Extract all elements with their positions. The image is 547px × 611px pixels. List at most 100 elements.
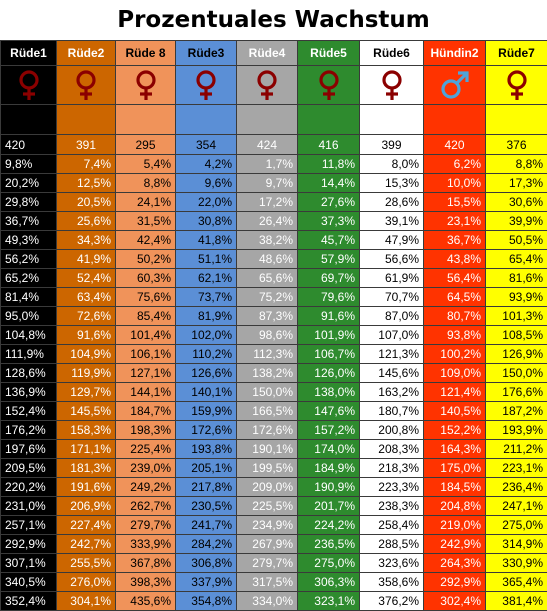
color-band-cell [116,105,176,135]
growth-cell: 258,4% [360,516,424,535]
growth-cell: 69,7% [298,269,360,288]
growth-cell: 191,6% [57,478,116,497]
growth-cell: 79,6% [298,288,360,307]
start-value-cell: 420 [1,135,57,155]
growth-cell: 435,6% [116,592,176,611]
growth-cell: 8,0% [360,155,424,174]
growth-cell: 111,9% [1,345,57,364]
table-row: 352,4%304,1%435,6%354,8%334,0%323,1%376,… [1,592,547,611]
growth-cell: 50,2% [116,250,176,269]
growth-cell: 157,2% [298,421,360,440]
growth-cell: 230,5% [176,497,237,516]
growth-cell: 14,4% [298,174,360,193]
growth-cell: 175,0% [424,459,486,478]
growth-cell: 64,5% [424,288,486,307]
growth-cell: 101,3% [486,307,547,326]
growth-cell: 306,3% [298,573,360,592]
growth-cell: 101,4% [116,326,176,345]
growth-cell: 63,4% [57,288,116,307]
growth-cell: 17,3% [486,174,547,193]
growth-cell: 144,1% [116,383,176,402]
start-value-cell: 354 [176,135,237,155]
column-header: Rüde2 [57,41,116,66]
growth-cell: 340,5% [1,573,57,592]
growth-cell: 218,3% [360,459,424,478]
growth-cell: 39,1% [360,212,424,231]
growth-cell: 225,4% [116,440,176,459]
growth-cell: 234,9% [237,516,298,535]
growth-cell: 93,9% [486,288,547,307]
start-value-cell: 391 [57,135,116,155]
growth-cell: 354,8% [176,592,237,611]
table-row: 49,3%34,3%42,4%41,8%38,2%45,7%47,9%36,7%… [1,231,547,250]
growth-cell: 264,3% [424,554,486,573]
growth-cell: 275,0% [298,554,360,573]
growth-cell: 91,6% [298,307,360,326]
growth-cell: 306,8% [176,554,237,573]
growth-cell: 65,4% [486,250,547,269]
growth-cell: 181,3% [57,459,116,478]
growth-cell: 100,2% [424,345,486,364]
growth-cell: 193,8% [176,440,237,459]
growth-cell: 158,3% [57,421,116,440]
growth-cell: 98,6% [237,326,298,345]
growth-cell: 257,1% [1,516,57,535]
growth-cell: 398,3% [116,573,176,592]
sex-symbol-cell [1,66,57,105]
table-row: 307,1%255,5%367,8%306,8%279,7%275,0%323,… [1,554,547,573]
growth-cell: 57,9% [298,250,360,269]
growth-cell: 56,4% [424,269,486,288]
growth-cell: 205,1% [176,459,237,478]
growth-cell: 80,7% [424,307,486,326]
growth-cell: 198,3% [116,421,176,440]
growth-cell: 70,7% [360,288,424,307]
growth-cell: 52,4% [57,269,116,288]
column-header: Rüde 8 [116,41,176,66]
growth-cell: 138,0% [298,383,360,402]
growth-cell: 38,2% [237,231,298,250]
growth-cell: 81,9% [176,307,237,326]
growth-cell: 51,1% [176,250,237,269]
growth-cell: 276,0% [57,573,116,592]
table-row: 20,2%12,5%8,8%9,6%9,7%14,4%15,3%10,0%17,… [1,174,547,193]
growth-cell: 121,3% [360,345,424,364]
color-band-cell [360,105,424,135]
growth-cell: 223,3% [360,478,424,497]
growth-cell: 302,4% [424,592,486,611]
growth-cell: 87,0% [360,307,424,326]
growth-cell: 30,6% [486,193,547,212]
growth-cell: 39,9% [486,212,547,231]
growth-cell: 12,5% [57,174,116,193]
growth-cell: 4,2% [176,155,237,174]
table-row: 104,8%91,6%101,4%102,0%98,6%101,9%107,0%… [1,326,547,345]
growth-cell: 292,9% [1,535,57,554]
growth-cell: 6,2% [424,155,486,174]
growth-cell: 220,2% [1,478,57,497]
growth-cell: 45,7% [298,231,360,250]
growth-cell: 174,0% [298,440,360,459]
growth-cell: 93,8% [424,326,486,345]
start-value-cell: 424 [237,135,298,155]
sex-symbol-cell [298,66,360,105]
growth-cell: 279,7% [237,554,298,573]
growth-cell: 8,8% [116,174,176,193]
growth-cell: 42,4% [116,231,176,250]
sex-symbol-cell [237,66,298,105]
growth-cell: 152,2% [424,421,486,440]
female-sign-icon [116,69,175,101]
growth-cell: 36,7% [1,212,57,231]
growth-cell: 107,0% [360,326,424,345]
growth-cell: 7,4% [57,155,116,174]
growth-cell: 176,2% [1,421,57,440]
table-row: 136,9%129,7%144,1%140,1%150,0%138,0%163,… [1,383,547,402]
growth-cell: 381,4% [486,592,547,611]
growth-cell: 62,1% [176,269,237,288]
growth-cell: 28,6% [360,193,424,212]
table-row: 176,2%158,3%198,3%172,6%172,6%157,2%200,… [1,421,547,440]
growth-cell: 121,4% [424,383,486,402]
growth-cell: 9,8% [1,155,57,174]
female-sign-icon [360,69,423,101]
growth-cell: 106,1% [116,345,176,364]
column-header: Rüde3 [176,41,237,66]
start-value-cell: 420 [424,135,486,155]
